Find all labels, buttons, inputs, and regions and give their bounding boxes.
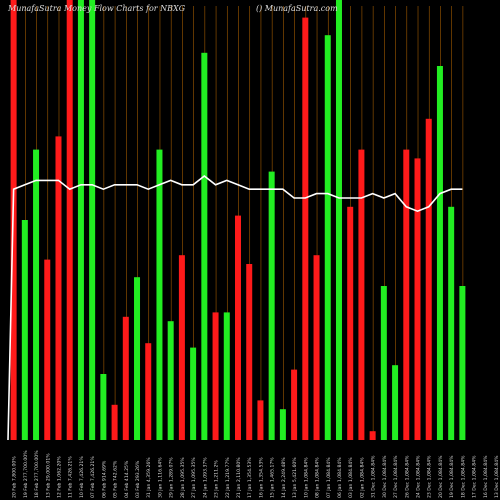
bar-outflow bbox=[122, 316, 129, 440]
bar-outflow bbox=[313, 255, 320, 440]
x-tick-label: 20 Dec 1,084.84% bbox=[438, 455, 444, 498]
bar-outflow bbox=[145, 343, 152, 440]
x-tick-labels: 20 Feb 7,800.00% 19 Feb 277,700.00% 18 Feb… bbox=[12, 450, 500, 498]
x-tick-label: 10 Feb 7,426.21% bbox=[79, 456, 85, 498]
x-tick-label: 21 Jan 2,110.80% bbox=[236, 457, 242, 498]
bar-inflow bbox=[21, 220, 28, 440]
x-tick-label: 31 Dec 1,084.84% bbox=[371, 455, 377, 498]
x-tick-label: 07 Jan 1,084.84% bbox=[326, 457, 332, 498]
bar-series bbox=[10, 0, 466, 441]
x-tick-label: 13 Dec 1,084.84% bbox=[494, 455, 500, 498]
x-tick-label: 03 Feb 293.26% bbox=[135, 460, 141, 498]
x-tick-label: 06 Feb 914.69% bbox=[101, 460, 107, 498]
chart-header-right: () MunafaSutra.com bbox=[256, 4, 338, 13]
x-tick-label: 24 Jan 1,093.37% bbox=[202, 457, 208, 498]
x-tick-label: 23 Dec 1,084.84% bbox=[427, 455, 433, 498]
bar-inflow bbox=[190, 347, 197, 440]
bar-outflow bbox=[178, 255, 185, 440]
x-tick-label: 23 Jan 1,211.2% bbox=[214, 460, 220, 498]
x-tick-label: 17 Dec 1,084.84% bbox=[472, 455, 478, 498]
x-tick-label: 16 Dec 1,084.84% bbox=[483, 455, 489, 498]
x-tick-label: 30 Dec 1,084.84% bbox=[382, 455, 388, 498]
bar-inflow bbox=[268, 171, 275, 440]
x-tick-label: 20 Feb 7,800.00% bbox=[12, 456, 18, 498]
x-tick-label: 30 Jan 1,116.64% bbox=[157, 457, 163, 498]
x-tick-label: 26 Dec 1,084.84% bbox=[404, 455, 410, 498]
bar-inflow bbox=[134, 277, 141, 440]
x-tick-label: 24 Dec 1,084.84% bbox=[416, 455, 422, 498]
bar-inflow bbox=[279, 409, 286, 440]
bar-inflow bbox=[436, 66, 443, 440]
x-tick-label: 07 Feb 7,426.21% bbox=[90, 456, 96, 498]
x-tick-label: 19 Feb 277,700.00% bbox=[23, 450, 29, 498]
bar-outflow bbox=[403, 149, 410, 440]
bar-outflow bbox=[212, 312, 219, 440]
x-tick-label: 10 Jan 1,084.84% bbox=[303, 457, 309, 498]
x-tick-label: 31 Jan 4,359.26% bbox=[146, 457, 152, 498]
x-tick-label: 14 Jan 2,249.48% bbox=[281, 457, 287, 498]
bar-inflow bbox=[392, 365, 399, 440]
x-tick-label: 11 Feb 7,426.21% bbox=[68, 456, 74, 498]
x-tick-label: 29 Jan 1,289.07% bbox=[169, 457, 175, 498]
x-tick-label: 27 Jan 1,095.35% bbox=[191, 457, 197, 498]
bar-outflow bbox=[358, 149, 365, 440]
bar-outflow bbox=[257, 400, 264, 440]
chart-header-left: MunafaSutra Money Flow Charts for NBXG bbox=[8, 4, 186, 13]
bar-inflow bbox=[167, 321, 174, 440]
x-tick-label: 02 Jan 1,084.84% bbox=[359, 457, 365, 498]
x-tick-label: 04 Feb 414.25% bbox=[124, 460, 130, 498]
bar-inflow bbox=[89, 0, 96, 440]
x-tick-label: 13 Jan 5,421.60% bbox=[292, 457, 298, 498]
x-tick-label: 06 Jan 1,084.84% bbox=[337, 457, 343, 498]
bar-inflow bbox=[201, 52, 208, 441]
bar-inflow bbox=[33, 149, 40, 440]
x-tick-label: 18 Feb 277,700.00% bbox=[34, 450, 40, 498]
bar-outflow bbox=[66, 0, 73, 440]
x-tick-label: 15 Jan 1,465.17% bbox=[270, 457, 276, 498]
x-tick-label: 17 Jan 1,354.53% bbox=[247, 457, 253, 498]
bar-outflow bbox=[347, 206, 354, 440]
x-tick-label: 16 Jan 1,354.53% bbox=[258, 457, 264, 498]
bar-inflow bbox=[324, 35, 331, 440]
x-tick-label: 13 Feb 29,000.01% bbox=[45, 453, 51, 498]
x-tick-label: 19 Dec 1,084.84% bbox=[449, 455, 455, 498]
bar-outflow bbox=[425, 118, 432, 441]
bar-outflow bbox=[235, 215, 241, 440]
x-tick-label: 22 Jan 1,219.77% bbox=[225, 457, 231, 498]
bar-outflow bbox=[302, 17, 309, 440]
bar-outflow bbox=[55, 136, 62, 440]
bar-outflow bbox=[414, 158, 421, 440]
bar-inflow bbox=[156, 149, 163, 440]
x-tick-label: 03 Jan 1,084.84% bbox=[348, 457, 354, 498]
bar-outflow bbox=[111, 404, 118, 440]
x-tick-label: 18 Dec 1,084.84% bbox=[460, 455, 466, 498]
bar-inflow bbox=[380, 286, 387, 440]
bar-inflow bbox=[459, 286, 466, 440]
bar-inflow bbox=[335, 0, 342, 440]
bar-outflow bbox=[369, 431, 376, 440]
bar-outflow bbox=[44, 259, 51, 440]
bar-outflow bbox=[246, 264, 253, 440]
bar-inflow bbox=[448, 206, 455, 440]
x-tick-label: 28 Jan 1,095.35% bbox=[180, 457, 186, 498]
x-tick-label: 05 Feb 742.62% bbox=[113, 460, 119, 498]
bar-inflow bbox=[77, 0, 84, 440]
x-tick-label: 08 Jan 1,084.84% bbox=[315, 457, 321, 498]
bar-inflow bbox=[223, 312, 230, 440]
x-tick-label: 12 Feb 1,062.20% bbox=[56, 456, 62, 498]
bar-inflow bbox=[100, 374, 107, 440]
bar-outflow bbox=[291, 369, 298, 440]
x-tick-label: 27 Dec 1,084.84% bbox=[393, 455, 399, 498]
money-flow-line bbox=[7, 174, 463, 441]
